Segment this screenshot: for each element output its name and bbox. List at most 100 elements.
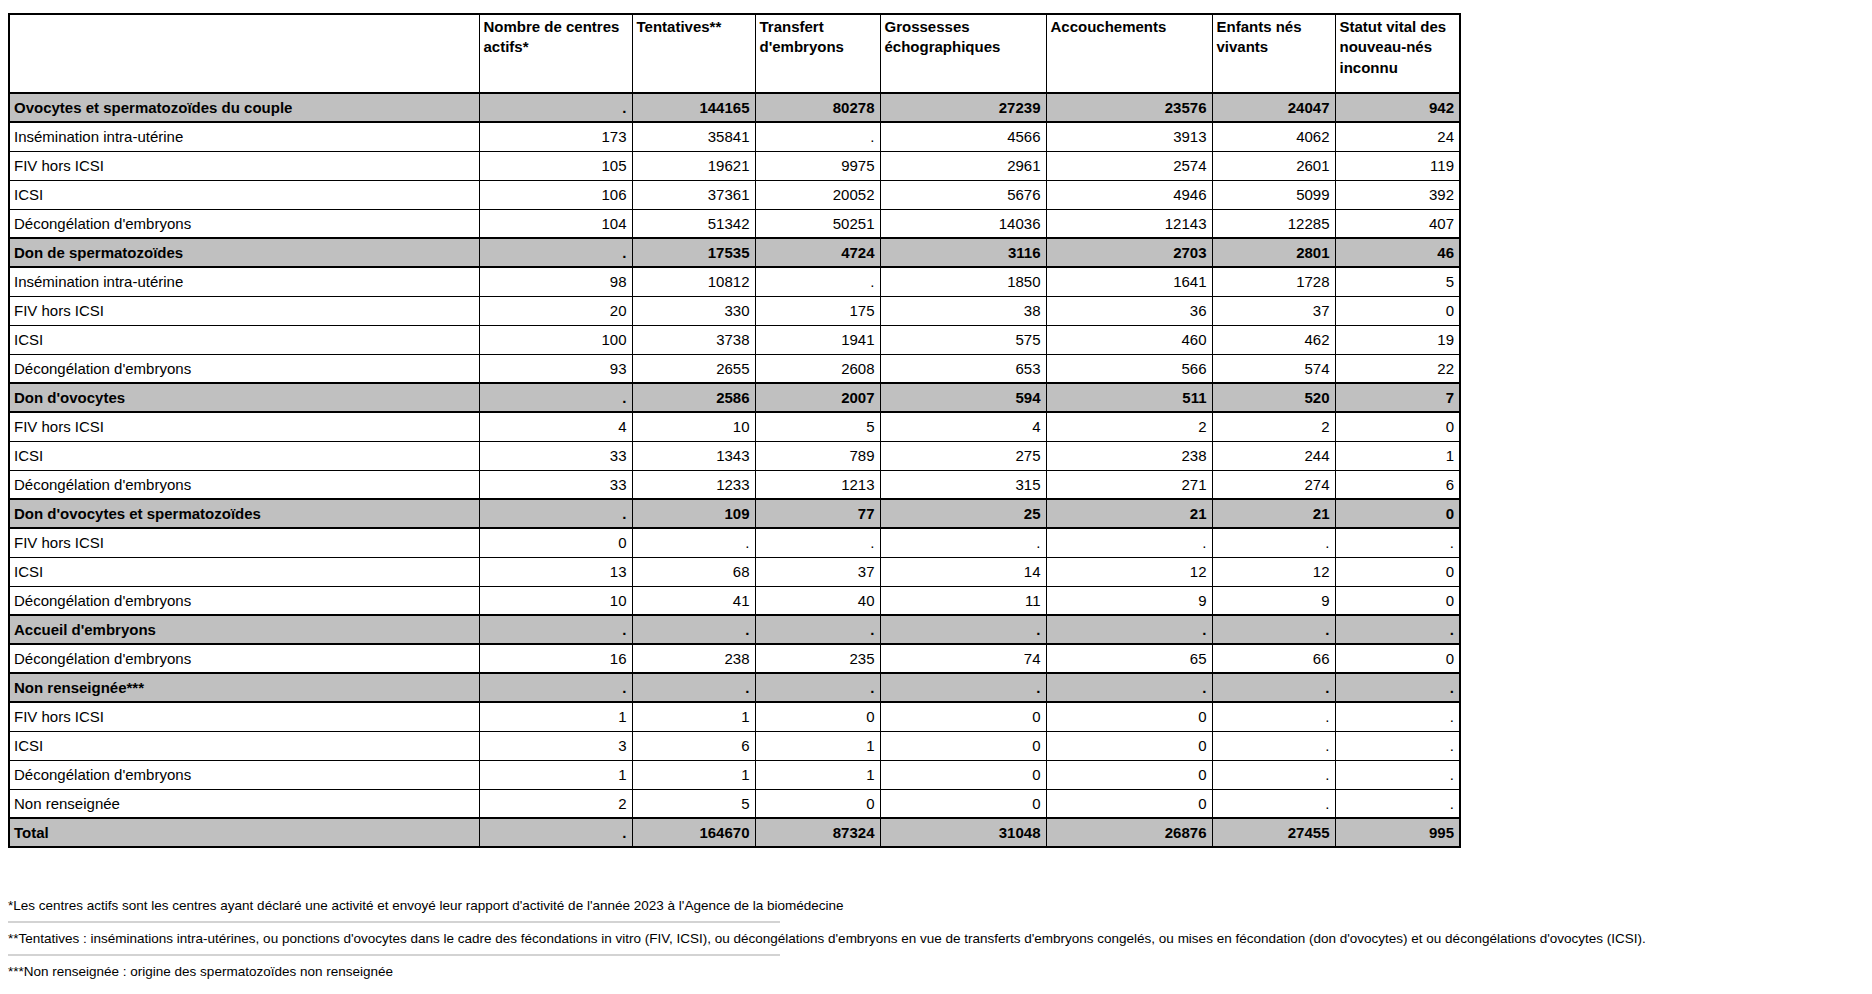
table-row: Insémination intra-utérine9810812.185016… [9, 267, 1460, 296]
row-label: ICSI [9, 731, 479, 760]
cell-value: 0 [479, 528, 632, 557]
cell-value: 175 [755, 296, 880, 325]
cell-value: 10 [632, 412, 755, 441]
cell-value: 41 [632, 586, 755, 615]
cell-value: 2801 [1212, 238, 1335, 267]
row-label: FIV hors ICSI [9, 151, 479, 180]
row-label: Décongélation d'embryons [9, 760, 479, 789]
cell-value: 2586 [632, 383, 755, 412]
cell-value: 4 [479, 412, 632, 441]
row-label: FIV hors ICSI [9, 528, 479, 557]
row-label: Décongélation d'embryons [9, 586, 479, 615]
cell-value: 274 [1212, 470, 1335, 499]
cell-value: 995 [1335, 818, 1460, 847]
cell-value: 2703 [1046, 238, 1212, 267]
cell-value: 5676 [880, 180, 1046, 209]
cell-value: 4724 [755, 238, 880, 267]
section-row: Ovocytes et spermatozoïdes du couple.144… [9, 93, 1460, 122]
section-row: Accueil d'embryons....... [9, 615, 1460, 644]
cell-value: 74 [880, 644, 1046, 673]
row-label: Insémination intra-utérine [9, 122, 479, 151]
section-row: Don d'ovocytes et spermatozoïdes.1097725… [9, 499, 1460, 528]
cell-value: 1641 [1046, 267, 1212, 296]
row-label: Décongélation d'embryons [9, 470, 479, 499]
cell-value: 65 [1046, 644, 1212, 673]
cell-value: 10 [479, 586, 632, 615]
cell-value: 0 [1046, 789, 1212, 818]
cell-value: 25 [880, 499, 1046, 528]
cell-value: 105 [479, 151, 632, 180]
cell-value: 238 [632, 644, 755, 673]
cell-value: . [479, 93, 632, 122]
cell-value: 12143 [1046, 209, 1212, 238]
cell-value: . [1046, 673, 1212, 702]
cell-value: . [1335, 731, 1460, 760]
cell-value: 20052 [755, 180, 880, 209]
cell-value: 0 [1046, 731, 1212, 760]
cell-value: 22 [1335, 354, 1460, 383]
row-label: Décongélation d'embryons [9, 354, 479, 383]
cell-value: 462 [1212, 325, 1335, 354]
cell-value: 315 [880, 470, 1046, 499]
cell-value: 33 [479, 470, 632, 499]
cell-value: 594 [880, 383, 1046, 412]
header-row: Nombre de centres actifs* Tentatives** T… [9, 14, 1460, 93]
cell-value: 460 [1046, 325, 1212, 354]
cell-value: 2961 [880, 151, 1046, 180]
section-row: Non renseignée***....... [9, 673, 1460, 702]
cell-value: 1 [479, 760, 632, 789]
table-row: ICSI36100.. [9, 731, 1460, 760]
cell-value: 100 [479, 325, 632, 354]
cell-value: 50251 [755, 209, 880, 238]
section-row: Don d'ovocytes.258620075945115207 [9, 383, 1460, 412]
cell-value: 164670 [632, 818, 755, 847]
cell-value: 1233 [632, 470, 755, 499]
row-label: Don d'ovocytes [9, 383, 479, 412]
cell-value: . [755, 267, 880, 296]
cell-value: . [880, 615, 1046, 644]
header-enfants-nes-vivants: Enfants nés vivants [1212, 14, 1335, 93]
cell-value: 119 [1335, 151, 1460, 180]
cell-value: 392 [1335, 180, 1460, 209]
header-grossesses: Grossesses échographiques [880, 14, 1046, 93]
header-nombre-centres: Nombre de centres actifs* [479, 14, 632, 93]
cell-value: 653 [880, 354, 1046, 383]
cell-value: 5 [1335, 267, 1460, 296]
header-statut-vital: Statut vital des nouveau-nés inconnu [1335, 14, 1460, 93]
cell-value: 0 [1335, 499, 1460, 528]
cell-value: 1 [755, 760, 880, 789]
cell-value: 0 [1046, 702, 1212, 731]
cell-value: 12285 [1212, 209, 1335, 238]
cell-value: . [755, 615, 880, 644]
cell-value: 9 [1046, 586, 1212, 615]
row-label: Don de spermatozoïdes [9, 238, 479, 267]
cell-value: 1 [1335, 441, 1460, 470]
cell-value: 68 [632, 557, 755, 586]
row-label: Don d'ovocytes et spermatozoïdes [9, 499, 479, 528]
section-row: Total.16467087324310482687627455995 [9, 818, 1460, 847]
cell-value: 235 [755, 644, 880, 673]
cell-value: . [479, 383, 632, 412]
row-label: Ovocytes et spermatozoïdes du couple [9, 93, 479, 122]
cell-value: 77 [755, 499, 880, 528]
cell-value: . [1212, 760, 1335, 789]
cell-value: 1728 [1212, 267, 1335, 296]
cell-value: . [880, 673, 1046, 702]
cell-value: 4 [880, 412, 1046, 441]
cell-value: 574 [1212, 354, 1335, 383]
cell-value: 244 [1212, 441, 1335, 470]
cell-value: 0 [1046, 760, 1212, 789]
cell-value: . [1212, 731, 1335, 760]
row-label: ICSI [9, 557, 479, 586]
table-row: ICSI1368371412120 [9, 557, 1460, 586]
table-row: Décongélation d'embryons162382357465660 [9, 644, 1460, 673]
cell-value: 1213 [755, 470, 880, 499]
cell-value: 520 [1212, 383, 1335, 412]
cell-value: 566 [1046, 354, 1212, 383]
row-label: FIV hors ICSI [9, 702, 479, 731]
cell-value: 27455 [1212, 818, 1335, 847]
table-row: Décongélation d'embryons10414011990 [9, 586, 1460, 615]
cell-value: . [1335, 615, 1460, 644]
cell-value: 31048 [880, 818, 1046, 847]
cell-value: . [479, 818, 632, 847]
